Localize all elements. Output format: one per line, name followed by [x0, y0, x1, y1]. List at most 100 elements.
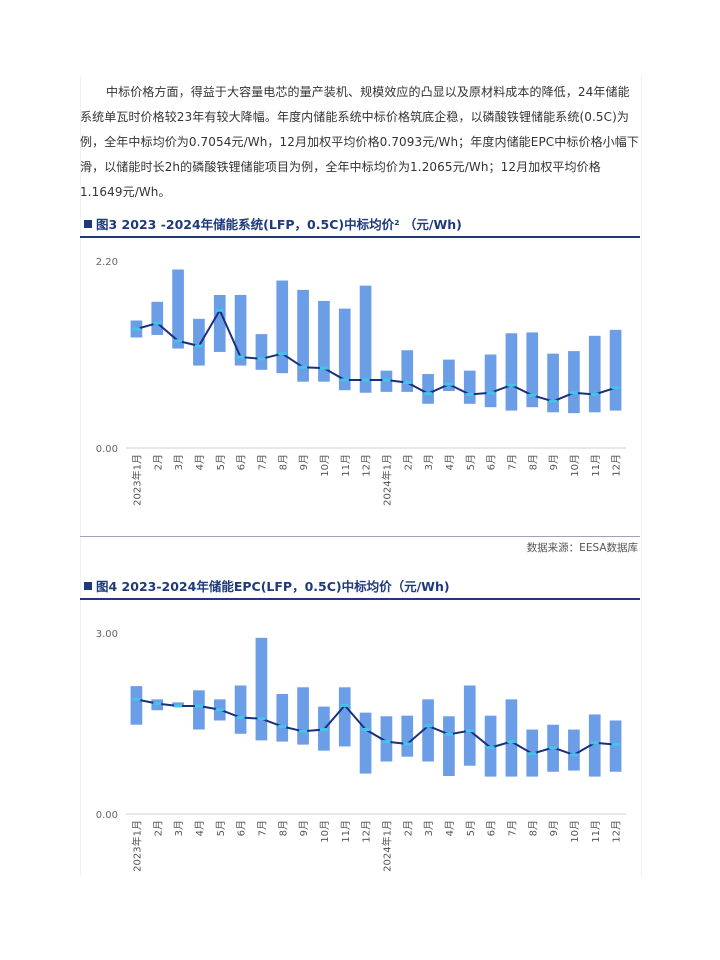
average-price-marker: [361, 378, 370, 382]
x-tick-label: 5月: [215, 454, 227, 470]
x-tick-label: 3月: [423, 820, 435, 836]
range-bar: [380, 716, 393, 762]
range-bar: [484, 715, 497, 777]
x-tick-label: 12月: [611, 454, 623, 477]
average-price-marker: [611, 743, 620, 747]
x-tick-label: 10月: [569, 454, 581, 477]
range-bar: [443, 359, 455, 392]
range-bar: [234, 295, 247, 366]
figure4-chart: 3.00 0.00 2023年1月 2月 3月 4月 5月 6月 7月 8月 9月 10月 11月 12月…: [96, 629, 626, 872]
range-bar: [568, 351, 580, 414]
range-bar: [130, 686, 143, 725]
average-price-marker: [215, 308, 224, 312]
figure3-bottom-rule: [80, 536, 640, 537]
x-tick-label: 2024年1月: [380, 820, 393, 872]
average-price-marker: [132, 697, 141, 701]
y-tick-label: 0.00: [96, 810, 118, 821]
range-bar: [463, 685, 476, 766]
average-price-marker: [424, 724, 433, 728]
x-tick-label: 8月: [527, 454, 539, 470]
range-bar: [338, 687, 351, 747]
average-price-marker: [236, 715, 245, 719]
average-price-marker: [257, 357, 266, 361]
x-tick-label: 3月: [423, 454, 435, 470]
x-tick-label: 6月: [236, 454, 248, 470]
average-price-marker: [299, 729, 308, 733]
average-price-marker: [236, 355, 245, 359]
x-tick-label: 11月: [590, 454, 602, 477]
average-price-marker: [403, 381, 412, 385]
x-tick-label: 5月: [215, 820, 227, 836]
average-price-marker: [569, 753, 578, 757]
figure3-title-block: 图3 2023 -2024年储能系统(LFP，0.5C)中标均价² （元/Wh): [84, 214, 462, 233]
average-price-marker: [465, 392, 474, 396]
average-price-marker: [590, 392, 599, 396]
figure3-chart: 2.20 0.00 2023年1月 2月 3月 4月 5月 6月 7月 8月 9月 10月 11月 12月…: [96, 257, 626, 506]
x-tick-label: 9月: [298, 820, 310, 836]
x-tick-label: 9月: [548, 454, 560, 470]
x-tick-label: 4月: [194, 820, 206, 836]
y-tick-label: 2.20: [96, 257, 118, 268]
x-tick-label: 5月: [465, 820, 477, 836]
x-tick-label: 11月: [590, 820, 602, 843]
range-bar: [505, 333, 518, 411]
x-tick-label: 7月: [256, 820, 268, 836]
range-bar: [297, 289, 309, 382]
x-tick-label: 7月: [506, 820, 518, 836]
x-tick-label: 2024年1月: [380, 454, 393, 506]
range-bar: [359, 712, 372, 774]
average-price-marker: [215, 708, 224, 712]
average-price-marker: [528, 393, 537, 397]
average-price-marker: [507, 383, 516, 387]
range-bar: [526, 332, 539, 408]
range-bar: [609, 720, 622, 772]
x-tick-label: 7月: [256, 454, 268, 470]
range-bar: [463, 370, 476, 404]
average-price-marker: [486, 746, 495, 750]
range-bar: [422, 699, 434, 762]
average-price-marker: [590, 741, 599, 745]
x-tick-label: 2月: [152, 820, 164, 836]
average-price-marker: [382, 740, 391, 744]
range-bar: [401, 350, 414, 392]
average-price-marker: [611, 386, 620, 390]
x-tick-label: 12月: [361, 820, 373, 843]
average-price-marker: [174, 339, 183, 343]
x-tick-label: 8月: [277, 454, 289, 470]
range-bar: [318, 300, 330, 382]
x-tick-label: 4月: [444, 454, 456, 470]
range-bar: [547, 353, 559, 413]
x-tick-label: 11月: [340, 820, 352, 843]
average-price-marker: [486, 391, 495, 395]
range-bar: [297, 687, 309, 745]
x-tick-label: 7月: [506, 454, 518, 470]
average-price-marker: [361, 728, 370, 732]
figure4-title-block: 图4 2023-2024年储能EPC(LFP，0.5C)中标均价（元/Wh): [84, 576, 450, 595]
x-tick-label: 6月: [486, 454, 498, 470]
average-price-marker: [299, 365, 308, 369]
x-tick-label: 9月: [548, 820, 560, 836]
average-price-marker: [319, 728, 328, 732]
range-bar: [568, 729, 580, 771]
range-bar: [401, 715, 414, 757]
range-bar: [234, 685, 247, 734]
average-price-marker: [153, 702, 162, 706]
range-bar: [193, 318, 205, 366]
x-tick-label: 8月: [527, 820, 539, 836]
figure4-title-rule: [80, 598, 640, 600]
x-tick-label: 4月: [444, 820, 456, 836]
range-bar: [276, 280, 289, 374]
figure4-title: 图4 2023-2024年储能EPC(LFP，0.5C)中标均价（元/Wh): [96, 579, 450, 594]
range-bar: [172, 269, 184, 349]
range-bar: [422, 374, 434, 404]
range-bar: [359, 285, 372, 393]
square-bullet-icon: [84, 220, 92, 228]
body-paragraph: 中标价格方面，得益于大容量电芯的量产装机、规模效应的凸显以及原材料成本的降低，2…: [80, 85, 639, 199]
x-tick-label: 10月: [569, 820, 581, 843]
average-price-marker: [132, 327, 141, 331]
average-price-marker: [194, 344, 203, 348]
square-bullet-icon: [84, 582, 92, 590]
average-price-marker: [507, 740, 516, 744]
average-price-marker: [424, 392, 433, 396]
x-tick-label: 8月: [277, 820, 289, 836]
